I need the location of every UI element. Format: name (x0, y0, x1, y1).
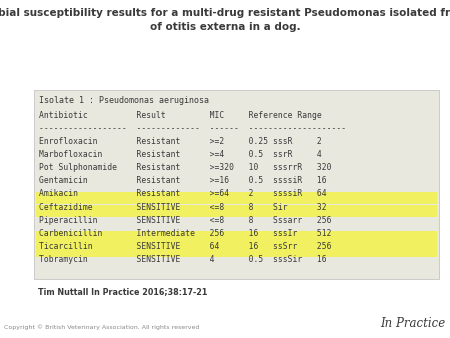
Text: Piperacillin        SENSITIVE      <=8     8    Sssarr   256: Piperacillin SENSITIVE <=8 8 Sssarr 256 (39, 216, 332, 225)
Text: Enrofloxacin        Resistant      >=2     0.25 sssR     2: Enrofloxacin Resistant >=2 0.25 sssR 2 (39, 137, 322, 146)
FancyBboxPatch shape (36, 244, 436, 257)
Text: Tobramycin          SENSITIVE      4       0.5  sssSir   16: Tobramycin SENSITIVE 4 0.5 sssSir 16 (39, 255, 327, 264)
FancyBboxPatch shape (36, 231, 436, 243)
Text: Carbenicillin       Intermediate   256     16   sssIr    512: Carbenicillin Intermediate 256 16 sssIr … (39, 229, 332, 238)
Text: Gentamicin          Resistant      >=16    0.5  ssssiR   16: Gentamicin Resistant >=16 0.5 ssssiR 16 (39, 176, 327, 185)
Text: Copyright © British Veterinary Association. All rights reserved: Copyright © British Veterinary Associati… (4, 324, 200, 330)
FancyBboxPatch shape (36, 192, 436, 204)
Text: Amikacin            Resistant      >=64    2    ssssiR   64: Amikacin Resistant >=64 2 ssssiR 64 (39, 190, 327, 198)
Text: Ceftazidime         SENSITIVE      <=8     8    Sir      32: Ceftazidime SENSITIVE <=8 8 Sir 32 (39, 202, 327, 212)
Text: Antimicrobial susceptibility results for a multi-drug resistant Pseudomonas isol: Antimicrobial susceptibility results for… (0, 8, 450, 32)
FancyBboxPatch shape (36, 205, 436, 217)
Text: Pot Sulphonamide    Resistant      >=320   10   sssrrR   320: Pot Sulphonamide Resistant >=320 10 sssr… (39, 163, 332, 172)
Text: Antibiotic          Result         MIC     Reference Range: Antibiotic Result MIC Reference Range (39, 112, 322, 120)
Text: ------------------  -------------  ------  --------------------: ------------------ ------------- ------ … (39, 124, 346, 133)
Text: Marbofloxacin       Resistant      >=4     0.5  ssrR     4: Marbofloxacin Resistant >=4 0.5 ssrR 4 (39, 150, 322, 159)
FancyBboxPatch shape (34, 90, 439, 279)
Text: In Practice: In Practice (380, 317, 446, 330)
Text: Isolate 1 : Pseudomonas aeruginosa: Isolate 1 : Pseudomonas aeruginosa (39, 96, 209, 105)
Text: Tim Nuttall In Practice 2016;38:17-21: Tim Nuttall In Practice 2016;38:17-21 (38, 287, 207, 296)
Text: Ticarcillin         SENSITIVE      64      16   ssSrr    256: Ticarcillin SENSITIVE 64 16 ssSrr 256 (39, 242, 332, 251)
